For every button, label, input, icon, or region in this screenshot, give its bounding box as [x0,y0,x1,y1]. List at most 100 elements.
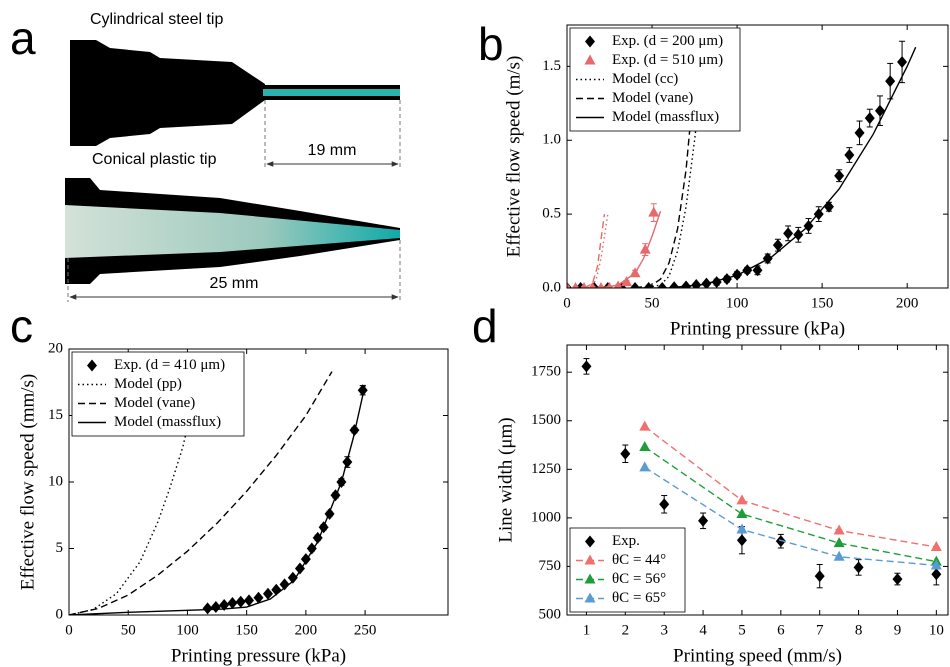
series-line [634,95,694,288]
y-tick-label: 1000 [531,509,561,525]
x-tick-label: 200 [295,622,318,638]
x-tick-label: 1 [583,622,591,638]
legend: Exp. (d = 410 μm) Model (pp) Model (vane) M… [71,351,245,437]
diamond-marker [279,578,290,591]
diamond-marker [630,282,641,288]
legend: Exp. (d = 200 μm) Exp. (d = 510 μm) Model … [569,27,741,132]
plot-frame [68,348,449,616]
diamond-marker [210,601,221,614]
legend-label: Model (massflux) [612,109,719,125]
x-axis-label: Printing pressure (kPa) [171,645,346,666]
diamond-marker [854,126,865,139]
diamond-marker [306,542,317,555]
triangle-marker [736,523,748,534]
diamond-marker [287,571,298,584]
diamond-marker [701,277,712,288]
legend-label: Model (vane) [612,90,693,106]
dimension-label: 25 mm [210,275,259,292]
diamond-marker [813,208,824,221]
diamond-marker [585,535,595,548]
diamond-marker [581,360,592,373]
diamond-marker [235,595,246,608]
legend: Exp. θC = 44° θC = 56° θC = 65° [569,527,686,613]
legend-label: θC = 65° [612,590,666,606]
panel-label: d [472,300,498,352]
diamond-marker [253,591,264,604]
y-tick-label: 0.0 [542,279,561,295]
legend-label: Exp. (d = 510 μm) [612,52,723,68]
x-tick-label: 0 [563,295,571,311]
x-tick-label: 150 [235,622,258,638]
triangle-marker [639,420,651,431]
triangle-marker [648,206,660,217]
legend-label: θC = 56° [612,571,666,587]
triangle-marker [639,440,651,451]
diamond-marker [892,573,903,586]
triangle-marker [833,550,845,561]
diamond-marker [897,55,908,68]
diamond-marker [874,104,885,117]
diamond-marker [853,561,864,574]
diamond-marker [659,498,670,511]
y-axis-label: Line width (μm) [495,417,516,542]
legend-label: Model (vane) [114,395,195,411]
triangle-marker [833,524,845,535]
x-tick-label: 6 [777,622,785,638]
y-tick-label: 1750 [531,364,561,380]
x-tick-label: 10 [929,622,944,638]
legend-box [569,27,741,132]
triangle-marker [930,541,942,552]
plot-frame [566,24,949,289]
triangle-marker [736,494,748,505]
y-tick-label: 1.5 [542,58,561,74]
x-tick-label: 250 [354,622,377,638]
triangle-marker [639,461,651,472]
diamond-marker [620,447,631,460]
diamond-marker [844,149,855,162]
y-axis-label: Effective flow speed (mm/s) [17,374,38,591]
legend-label: Exp. (d = 410 μm) [114,357,225,373]
diamond-marker [262,587,273,600]
legend-label: θC = 44° [612,552,666,568]
x-tick-label: 9 [894,622,902,638]
legend-label: Model (cc) [612,71,678,87]
y-tick-label: 10 [48,473,63,489]
y-tick-label: 500 [539,606,562,622]
chart: c 0 50 100 150 200 250 0 5 10 15 20 Printing pressur… [10,300,449,666]
series-line [635,46,917,288]
diamond-marker [834,169,845,182]
diamond-marker [698,514,709,527]
x-tick-label: 3 [660,622,668,638]
y-tick-label: 5 [56,540,64,556]
legend-label: Model (pp) [114,376,182,392]
panel-a: a Cylindrical steel tip 19 mm Conical pl… [10,11,401,302]
triangle-marker [736,507,748,518]
diamond-marker [814,570,825,583]
triangle-marker [621,276,633,287]
x-tick-label: 200 [896,295,919,311]
diamond-marker [227,597,238,610]
tip-title: Conical plastic tip [92,151,217,168]
diamond-marker [864,112,875,125]
x-tick-label: 5 [738,622,746,638]
panel-label: c [10,300,33,352]
diamond-marker [885,75,896,88]
triangle-marker [572,282,579,288]
diamond-marker [736,534,747,547]
triangle-marker [639,243,651,254]
y-tick-label: 1.0 [542,132,561,148]
series-line [644,446,937,563]
triangle-marker [833,537,845,548]
steel-tip-body [70,40,265,146]
series-line [583,214,606,288]
chart: d 1 2 3 4 5 6 7 8 9 10 500 750 1000 1250 1500 1750 Printi… [472,300,949,666]
triangle-marker [567,282,571,288]
y-tick-label: 750 [539,558,562,574]
series-line [69,371,333,615]
x-tick-label: 150 [811,295,834,311]
diamond-marker [775,535,786,548]
diamond-marker [657,282,668,288]
series-line [644,426,937,548]
dimension-label: 19 mm [308,142,357,159]
panel-label: b [478,18,504,70]
